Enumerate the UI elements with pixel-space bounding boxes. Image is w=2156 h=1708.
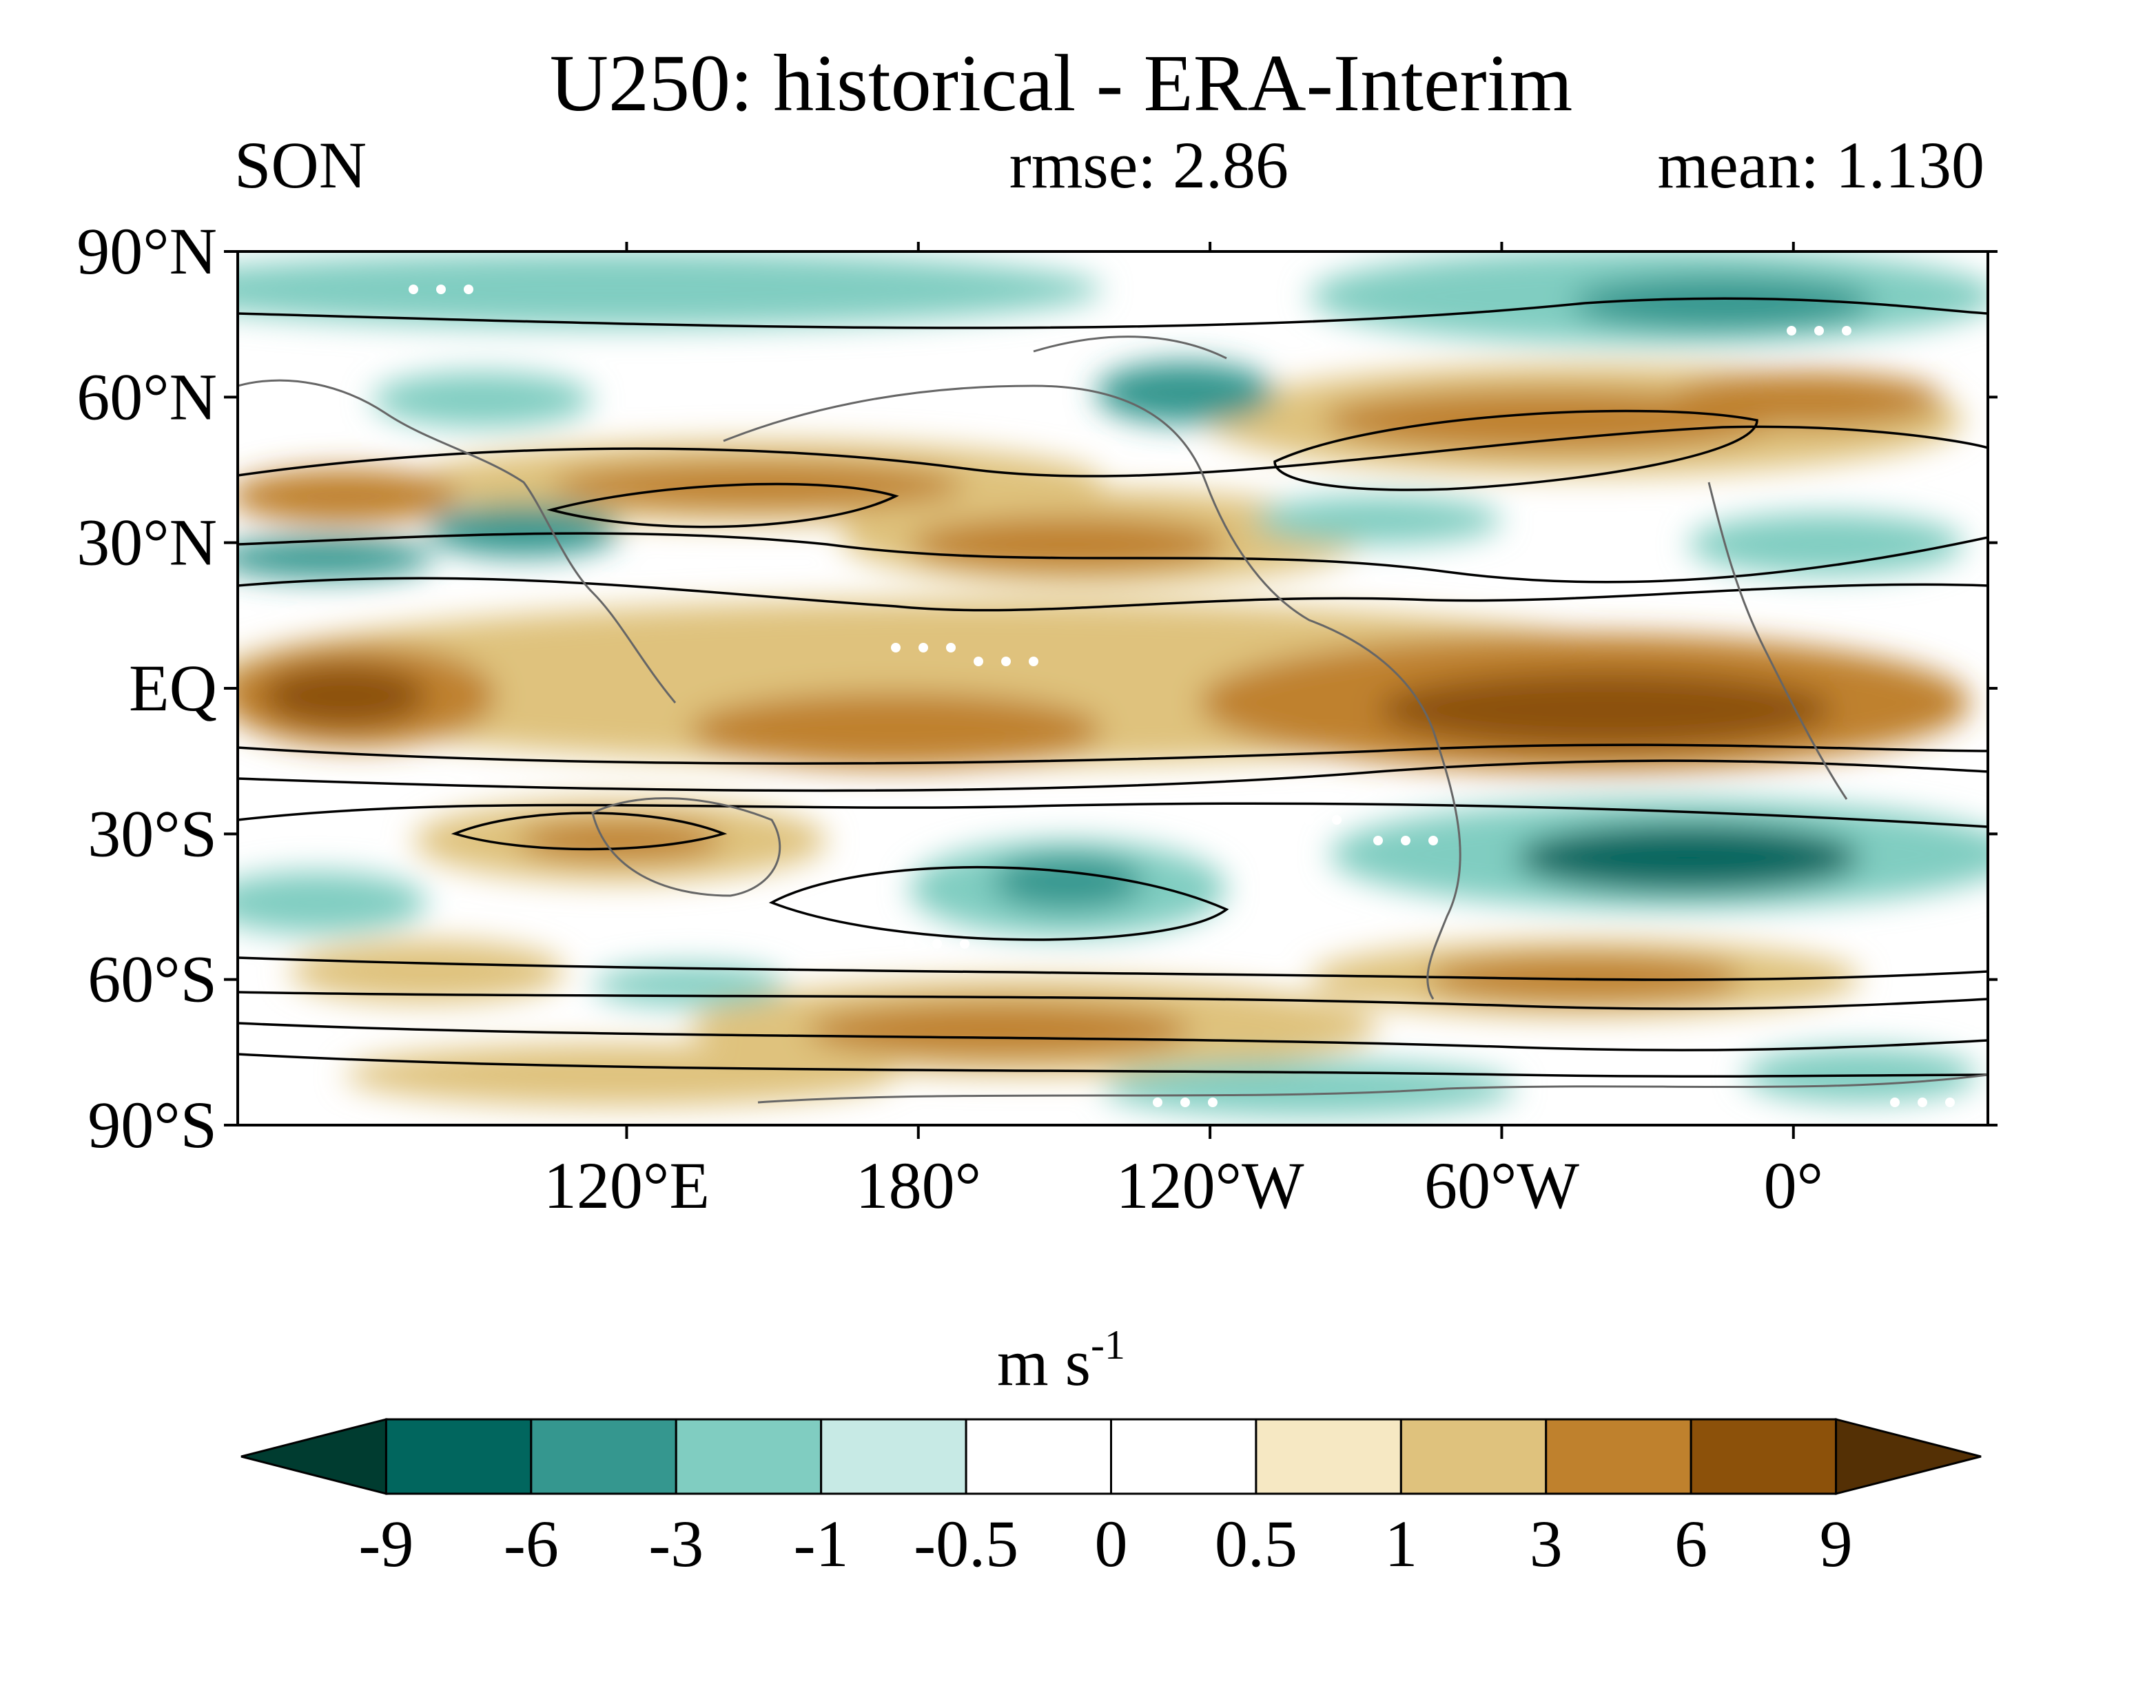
- colorbar-box: [965, 1418, 1113, 1495]
- lat-tick-label: EQ: [129, 651, 217, 725]
- lat-tick-label: 30°S: [88, 796, 217, 870]
- colorbar: -9 -6 -3 -1 -0.5 0 0.5 1 3 6 9: [240, 1418, 1982, 1581]
- colorbar-box: [820, 1418, 967, 1495]
- climatology-contours: [238, 297, 1988, 1078]
- colorbar-units: m s-1: [997, 1322, 1125, 1399]
- colorbar-label: 6: [1674, 1507, 1707, 1581]
- colorbar-label: 1: [1384, 1507, 1417, 1581]
- lon-tick-label: 120°W: [1116, 1149, 1304, 1222]
- lat-tick-label: 60°N: [76, 360, 217, 433]
- colorbar-label: 3: [1530, 1507, 1563, 1581]
- significance-dots: [409, 271, 1955, 1107]
- coastlines: [238, 336, 1988, 1104]
- anomaly-map: [238, 251, 1988, 1125]
- colorbar-extend-high: [1835, 1418, 1982, 1495]
- units-base: m s: [997, 1326, 1091, 1399]
- map-ticks: 90°N 60°N 30°N EQ 30°S 60°S 90°S 120°E 180° 120°W…: [76, 214, 1998, 1222]
- map-title: U250: historical - ERA-Interim: [550, 38, 1573, 128]
- lon-tick-label: 180°: [856, 1149, 981, 1222]
- colorbar-box: [1399, 1418, 1548, 1495]
- colorbar-label: -9: [358, 1507, 413, 1581]
- colorbar-box: [1545, 1418, 1692, 1495]
- colorbar-box: [1110, 1418, 1257, 1495]
- colorbar-box: [1690, 1418, 1838, 1495]
- lon-tick-label: 120°E: [544, 1149, 710, 1222]
- colorbar-label: -0.5: [914, 1507, 1018, 1581]
- colorbar-box: [530, 1418, 677, 1495]
- lat-tick-label: 30°N: [76, 506, 217, 579]
- lon-tick-label: 0°: [1764, 1149, 1823, 1222]
- colorbar-box: [384, 1418, 533, 1495]
- colorbar-label: 0: [1095, 1507, 1128, 1581]
- colorbar-label: 9: [1820, 1507, 1853, 1581]
- mean-label: mean: 1.130: [1657, 128, 1984, 202]
- colorbar-extend-low: [240, 1418, 387, 1495]
- lat-tick-label: 90°S: [88, 1088, 217, 1162]
- colorbar-label: -6: [504, 1507, 559, 1581]
- lon-tick-label: 60°W: [1424, 1149, 1579, 1222]
- colorbar-label: -3: [648, 1507, 704, 1581]
- colorbar-box: [1255, 1418, 1402, 1495]
- lat-tick-label: 90°N: [76, 214, 217, 288]
- season-label: SON: [234, 128, 367, 202]
- colorbar-box: [675, 1418, 823, 1495]
- colorbar-label: 0.5: [1215, 1507, 1297, 1581]
- lat-tick-label: 60°S: [88, 943, 217, 1016]
- rmse-label: rmse: 2.86: [1009, 128, 1289, 202]
- colorbar-label: -1: [794, 1507, 849, 1581]
- units-exponent: -1: [1091, 1322, 1125, 1368]
